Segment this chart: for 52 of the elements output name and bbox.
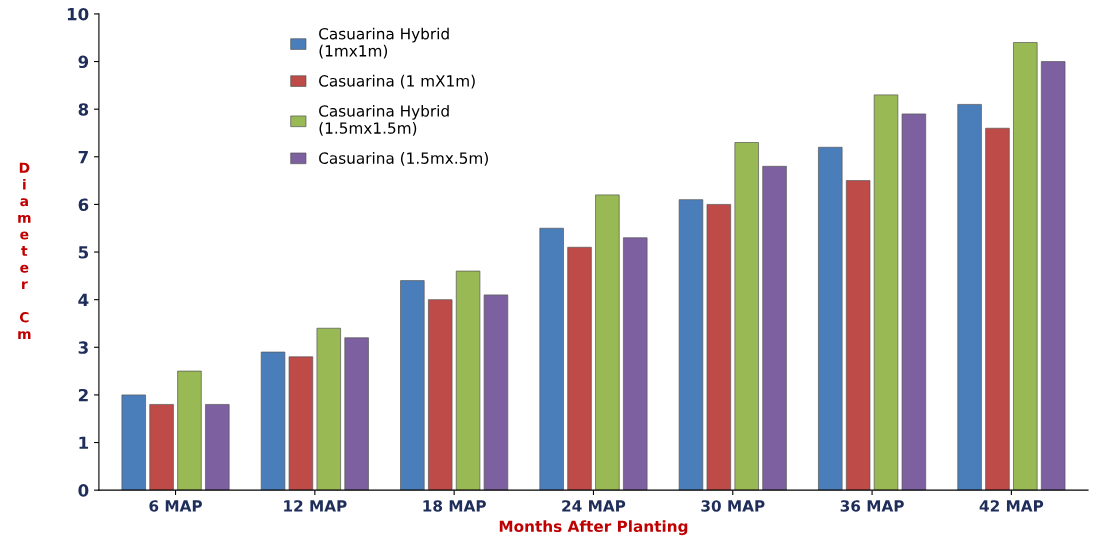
bar — [957, 104, 982, 491]
bar — [818, 146, 843, 491]
bar — [901, 113, 927, 491]
x-tick-label: 12 MAP — [284, 500, 347, 512]
y-tick-label: 9 — [78, 55, 89, 69]
bar — [1040, 61, 1066, 491]
y-tick-label: 3 — [78, 341, 88, 354]
x-tick-label: 18 MAP — [423, 500, 486, 512]
bar — [567, 246, 592, 491]
bar — [483, 294, 509, 491]
text: Diameter Cm — [18, 162, 31, 339]
legend-label: Casuarina (1.5mx.5m) — [319, 152, 488, 166]
x-tick-label: 30 MAP — [701, 500, 765, 512]
bar — [985, 127, 1010, 491]
bar — [149, 404, 174, 491]
bar — [344, 337, 369, 491]
y-tick-label: 7 — [78, 150, 88, 164]
bar — [177, 370, 202, 491]
bar — [260, 351, 286, 491]
x-tick-label: 42 MAP — [979, 500, 1044, 512]
bar — [428, 299, 453, 491]
bar — [762, 165, 787, 491]
bar — [121, 394, 146, 491]
bar — [706, 204, 732, 491]
y-tick-label: 2 — [78, 388, 88, 402]
bar — [316, 327, 341, 491]
bar — [873, 94, 899, 491]
x-tick-label: 24 MAP — [562, 500, 626, 512]
bar — [845, 180, 871, 491]
bar — [595, 194, 620, 491]
legend-label: Casuarina Hybrid (1.5mx1.5m) — [319, 104, 449, 136]
bar — [455, 270, 481, 491]
bar — [623, 237, 648, 491]
x-axis-title: Months After Planting — [499, 520, 688, 536]
legend-label: Casuarina Hybrid (1mx1m) — [319, 27, 449, 59]
y-tick-label: 8 — [78, 103, 89, 116]
x-tick-label: 6 MAP — [149, 500, 202, 512]
x-tick-label: 36 MAP — [840, 500, 904, 512]
bar — [539, 227, 564, 491]
bar — [400, 280, 425, 491]
bar — [734, 142, 759, 491]
legend-label: Casuarina (1 mX1m) — [319, 74, 475, 89]
bar — [288, 356, 314, 491]
y-tick-label: 5 — [78, 246, 89, 259]
y-tick-label: 10 — [67, 7, 89, 21]
y-tick-label: 0 — [78, 484, 89, 497]
y-tick-label: 6 — [78, 198, 89, 211]
bar — [678, 199, 704, 491]
bar — [205, 404, 230, 491]
y-tick-label: 1 — [79, 436, 89, 449]
y-tick-label: 4 — [78, 293, 89, 306]
bar — [1013, 42, 1038, 491]
